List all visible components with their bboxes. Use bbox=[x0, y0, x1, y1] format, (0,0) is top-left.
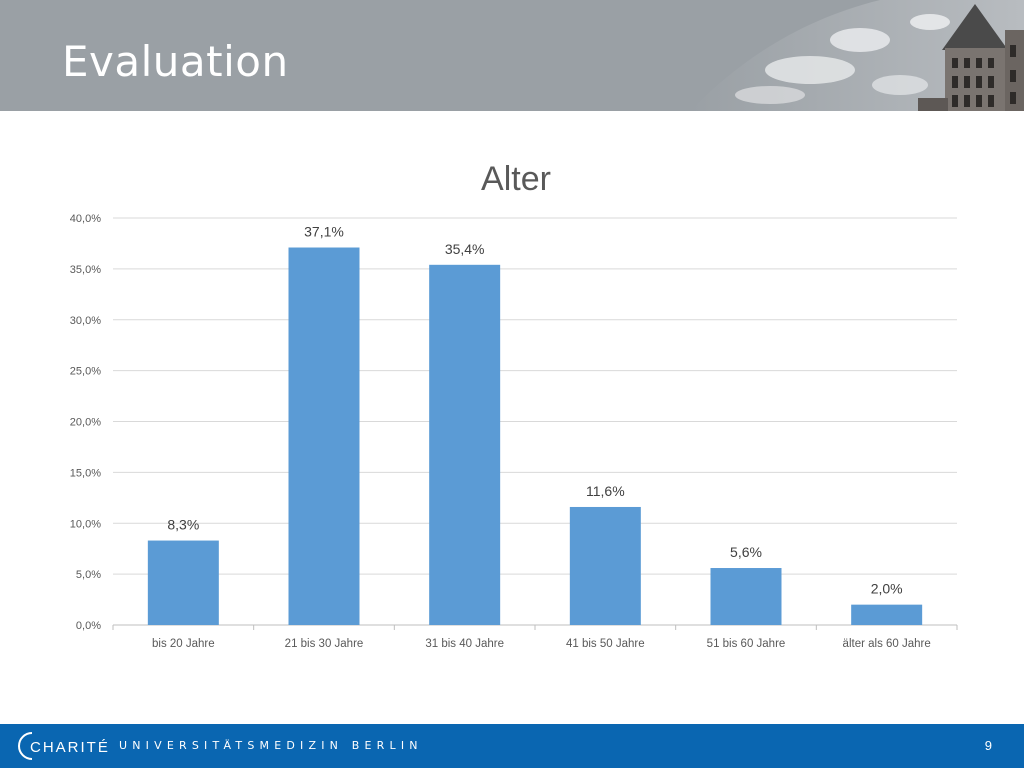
x-tick-label: älter als 60 Jahre bbox=[843, 638, 931, 650]
y-tick-label: 0,0% bbox=[76, 620, 101, 632]
slide-title: Evaluation bbox=[62, 37, 289, 86]
bar-value-label: 11,6% bbox=[586, 483, 625, 499]
bar bbox=[147, 540, 219, 625]
y-axis-ticks: 0,0% 5,0% 10,0% 15,0% 20,0% 25,0% 30,0% 35,0% 40… bbox=[70, 213, 101, 632]
bar-value-label: 5,6% bbox=[730, 544, 762, 560]
x-tick-label: bis 20 Jahre bbox=[152, 638, 215, 650]
y-tick-label: 10,0% bbox=[70, 518, 101, 530]
building-photo-icon bbox=[690, 0, 1024, 111]
chart-bars bbox=[147, 247, 923, 625]
charite-logo: CHARITÉ bbox=[18, 732, 110, 760]
x-tick-label: 21 bis 30 Jahre bbox=[285, 638, 364, 650]
bar bbox=[851, 604, 923, 625]
bar bbox=[288, 247, 360, 625]
bar bbox=[710, 568, 782, 625]
x-axis-ticks: bis 20 Jahre 21 bis 30 Jahre 31 bis 40 Jah… bbox=[112, 625, 958, 650]
x-tick-label: 41 bis 50 Jahre bbox=[566, 638, 645, 650]
logo-text: CHARITÉ bbox=[30, 739, 110, 756]
bar-chart: Alter 0,0% 5,0% 10,0% 15,0% 20,0% 25,0% 30,0% 3… bbox=[70, 160, 958, 650]
bar-value-label: 2,0% bbox=[871, 581, 903, 597]
chart-gridlines bbox=[113, 217, 957, 626]
bar bbox=[569, 506, 641, 625]
bar bbox=[429, 264, 501, 625]
chart-title: Alter bbox=[481, 160, 551, 198]
y-tick-label: 15,0% bbox=[70, 467, 101, 479]
bar-value-label: 37,1% bbox=[304, 224, 344, 240]
header-banner: Evaluation bbox=[0, 0, 1024, 111]
page-number: 9 bbox=[984, 738, 992, 753]
y-tick-label: 35,0% bbox=[70, 264, 101, 276]
y-tick-label: 30,0% bbox=[70, 315, 101, 327]
y-tick-label: 5,0% bbox=[76, 569, 101, 581]
bar-value-label: 35,4% bbox=[445, 241, 485, 257]
data-labels: 8,3% 37,1% 35,4% 11,6% 5,6% 2,0% bbox=[167, 224, 902, 597]
y-tick-label: 40,0% bbox=[70, 213, 101, 225]
footer-bar: CHARITÉ UNIVERSITÄTSMEDIZIN BERLIN 9 bbox=[0, 724, 1024, 768]
institution-name: UNIVERSITÄTSMEDIZIN BERLIN bbox=[119, 739, 423, 752]
y-tick-label: 20,0% bbox=[70, 417, 101, 429]
x-tick-label: 51 bis 60 Jahre bbox=[707, 638, 786, 650]
y-tick-label: 25,0% bbox=[70, 366, 101, 378]
bar-value-label: 8,3% bbox=[167, 517, 199, 533]
x-tick-label: 31 bis 40 Jahre bbox=[425, 638, 504, 650]
